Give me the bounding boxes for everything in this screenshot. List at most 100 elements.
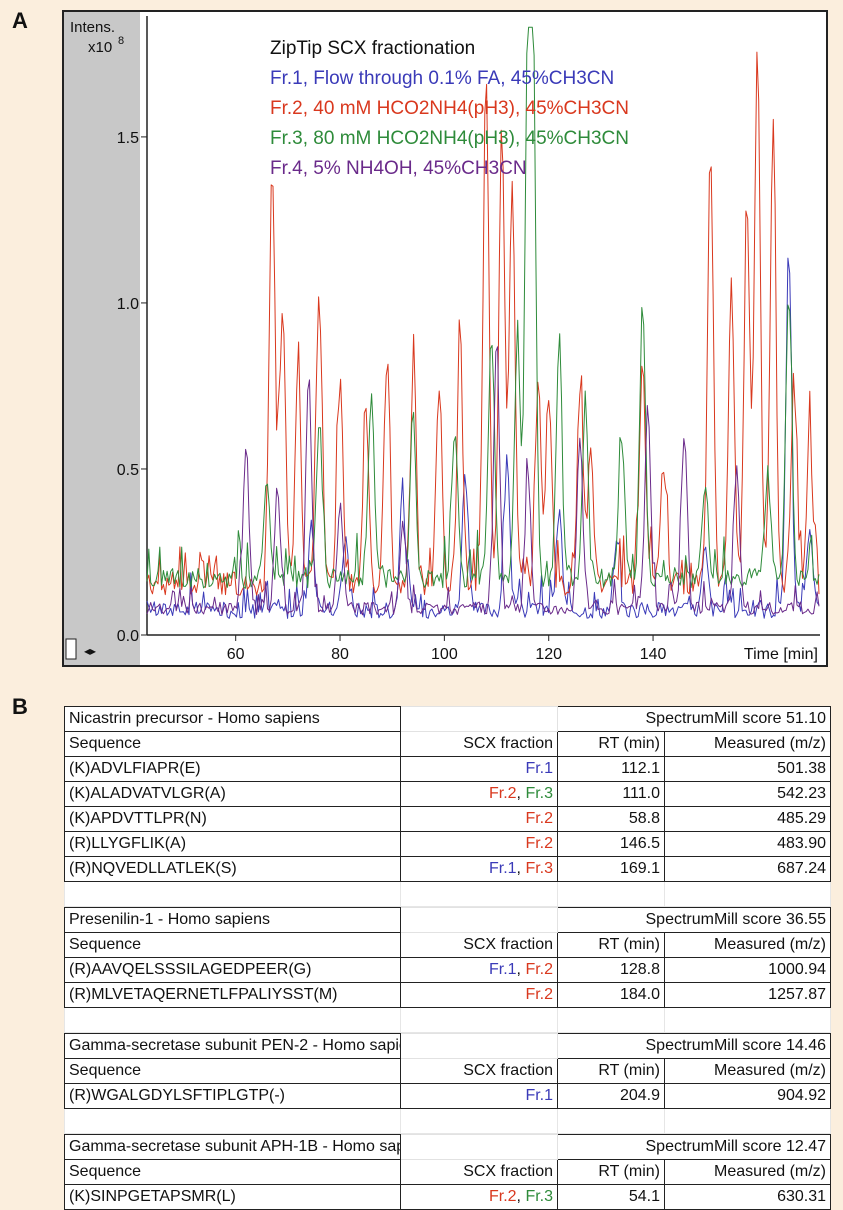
- protein-header-row: Gamma-secretase subunit PEN-2 - Homo sap…: [64, 1033, 832, 1059]
- peptide-sequence: (K)ADVLFIAPR(E): [64, 756, 401, 782]
- protein-table: Gamma-secretase subunit APH-1B - Homo sa…: [64, 1134, 832, 1210]
- peptide-row: (K)ALADVATVLGR(A) Fr.2, Fr.3 111.0 542.23: [64, 781, 832, 807]
- x-axis-label: Time [min]: [744, 646, 818, 663]
- fraction-label: Fr.1: [488, 961, 517, 978]
- header-sequence: Sequence: [64, 731, 401, 757]
- column-header-row: Sequence SCX fraction RT (min) Measured (m/…: [64, 932, 832, 958]
- header-scx-fraction: SCX fraction: [400, 932, 558, 958]
- blank-cell: [64, 1007, 401, 1033]
- spacer-row: [64, 1007, 832, 1033]
- blank-cell: [64, 1108, 401, 1134]
- protein-table: Nicastrin precursor - Homo sapiens Spectr…: [64, 706, 832, 907]
- fraction-separator: ,: [516, 1188, 526, 1205]
- peptide-sequence: (R)WGALGDYLSFTIPLGTP(-): [64, 1083, 401, 1109]
- legend-entry-fr2: Fr.2, 40 mM HCO2NH4(pH3), 45%CH3CN: [270, 98, 629, 119]
- x-tick-label: 80: [331, 646, 349, 663]
- measured-mz: 485.29: [663, 806, 832, 832]
- header-sequence: Sequence: [64, 1159, 401, 1185]
- retention-time: 128.8: [557, 957, 665, 983]
- fraction-separator: ,: [516, 961, 526, 978]
- y-axis-exponent: 8: [118, 35, 124, 47]
- y-tick-label: 0.5: [117, 462, 139, 479]
- scroll-arrows-icon: ◂▸: [84, 644, 96, 658]
- y-axis-label: Intens.: [70, 19, 115, 36]
- scx-fraction: Fr.1: [400, 1083, 558, 1109]
- retention-time: 184.0: [557, 982, 665, 1008]
- chromatogram-chart: Intens. x10 8 0.0 0.5 1.0 1.5 60 80 100 120 140 Time…: [62, 10, 828, 667]
- retention-time: 58.8: [557, 806, 665, 832]
- scx-fraction: Fr.2: [400, 806, 558, 832]
- protein-name: Gamma-secretase subunit PEN-2 - Homo sap…: [64, 1033, 401, 1059]
- protein-table: Presenilin-1 - Homo sapiens SpectrumMill …: [64, 907, 832, 1033]
- header-scx-fraction: SCX fraction: [400, 1058, 558, 1084]
- peptide-row: (R)MLVETAQERNETLFPALIYSST(M) Fr.2 184.0 125…: [64, 982, 832, 1008]
- scx-fraction: Fr.2: [400, 982, 558, 1008]
- peptide-sequence: (K)APDVTTLPR(N): [64, 806, 401, 832]
- blank-cell: [400, 1007, 558, 1033]
- header-measured-mz: Measured (m/z): [663, 1058, 832, 1084]
- blank-cell: [400, 1033, 558, 1059]
- retention-time: 146.5: [557, 831, 665, 857]
- spectrummill-score: SpectrumMill score 36.55: [556, 907, 832, 933]
- fraction-label: Fr.2: [488, 785, 517, 802]
- panel-label-a: A: [12, 8, 28, 33]
- peptide-sequence: (R)LLYGFLIK(A): [64, 831, 401, 857]
- fraction-label: Fr.2: [525, 835, 553, 852]
- peptide-row: (R)WGALGDYLSFTIPLGTP(-) Fr.1 204.9 904.92: [64, 1083, 832, 1109]
- protein-name: Presenilin-1 - Homo sapiens: [64, 907, 401, 933]
- peptide-sequence: (K)ALADVATVLGR(A): [64, 781, 401, 807]
- series-line-fr3: [146, 26, 820, 589]
- peptide-row: (R)NQVEDLLATLEK(S) Fr.1, Fr.3 169.1 687.24: [64, 856, 832, 882]
- header-measured-mz: Measured (m/z): [663, 1159, 832, 1185]
- peptide-sequence: (R)MLVETAQERNETLFPALIYSST(M): [64, 982, 401, 1008]
- legend-entry-fr4: Fr.4, 5% NH4OH, 45%CH3CN: [270, 158, 527, 179]
- fraction-label: Fr.2: [488, 1188, 517, 1205]
- protein-header-row: Nicastrin precursor - Homo sapiens Spectr…: [64, 706, 832, 732]
- measured-mz: 1257.87: [663, 982, 832, 1008]
- measured-mz: 630.31: [663, 1184, 832, 1210]
- header-measured-mz: Measured (m/z): [663, 731, 832, 757]
- measured-mz: 1000.94: [663, 957, 832, 983]
- fraction-separator: ,: [516, 860, 526, 877]
- column-header-row: Sequence SCX fraction RT (min) Measured (m/…: [64, 1058, 832, 1084]
- spectrummill-score: SpectrumMill score 51.10: [556, 706, 832, 732]
- y-axis-multiplier: x10: [88, 39, 112, 56]
- spacer-row: [64, 881, 832, 907]
- y-tick-label: 0.0: [117, 628, 139, 645]
- y-tick-label: 1.5: [117, 130, 139, 147]
- retention-time: 204.9: [557, 1083, 665, 1109]
- scx-fraction: Fr.2, Fr.3: [400, 1184, 558, 1210]
- protein-tables: Nicastrin precursor - Homo sapiens Spectr…: [64, 706, 832, 1210]
- fraction-separator: ,: [516, 785, 526, 802]
- fraction-label: Fr.3: [525, 860, 553, 877]
- y-axis-gutter: [64, 12, 140, 665]
- retention-time: 54.1: [557, 1184, 665, 1210]
- blank-cell: [557, 1007, 665, 1033]
- series-line-fr2: [146, 51, 820, 596]
- peptide-sequence: (R)NQVEDLLATLEK(S): [64, 856, 401, 882]
- retention-time: 169.1: [557, 856, 665, 882]
- scx-fraction: Fr.1, Fr.2: [400, 957, 558, 983]
- measured-mz: 483.90: [663, 831, 832, 857]
- fraction-label: Fr.1: [525, 1087, 553, 1104]
- blank-cell: [400, 706, 558, 732]
- blank-cell: [663, 881, 832, 907]
- blank-cell: [400, 1134, 558, 1160]
- x-tick-label: 140: [640, 646, 667, 663]
- panel-label-b: B: [12, 694, 28, 719]
- blank-cell: [557, 881, 665, 907]
- protein-table: Gamma-secretase subunit PEN-2 - Homo sap…: [64, 1033, 832, 1134]
- zoom-box-control: [65, 638, 77, 660]
- measured-mz: 904.92: [663, 1083, 832, 1109]
- chromatogram-svg: Intens. x10 8 0.0 0.5 1.0 1.5 60 80 100 120 140 Time…: [62, 10, 828, 667]
- protein-name: Gamma-secretase subunit APH-1B - Homo sa…: [64, 1134, 401, 1160]
- x-tick-label: 60: [227, 646, 245, 663]
- header-measured-mz: Measured (m/z): [663, 932, 832, 958]
- blank-cell: [400, 881, 558, 907]
- scx-fraction: Fr.2: [400, 831, 558, 857]
- blank-cell: [64, 881, 401, 907]
- spectrummill-score: SpectrumMill score 12.47: [556, 1134, 832, 1160]
- blank-cell: [400, 907, 558, 933]
- spectrummill-score: SpectrumMill score 14.46: [556, 1033, 832, 1059]
- peptide-row: (R)AAVQELSSSILAGEDPEER(G) Fr.1, Fr.2 128.8…: [64, 957, 832, 983]
